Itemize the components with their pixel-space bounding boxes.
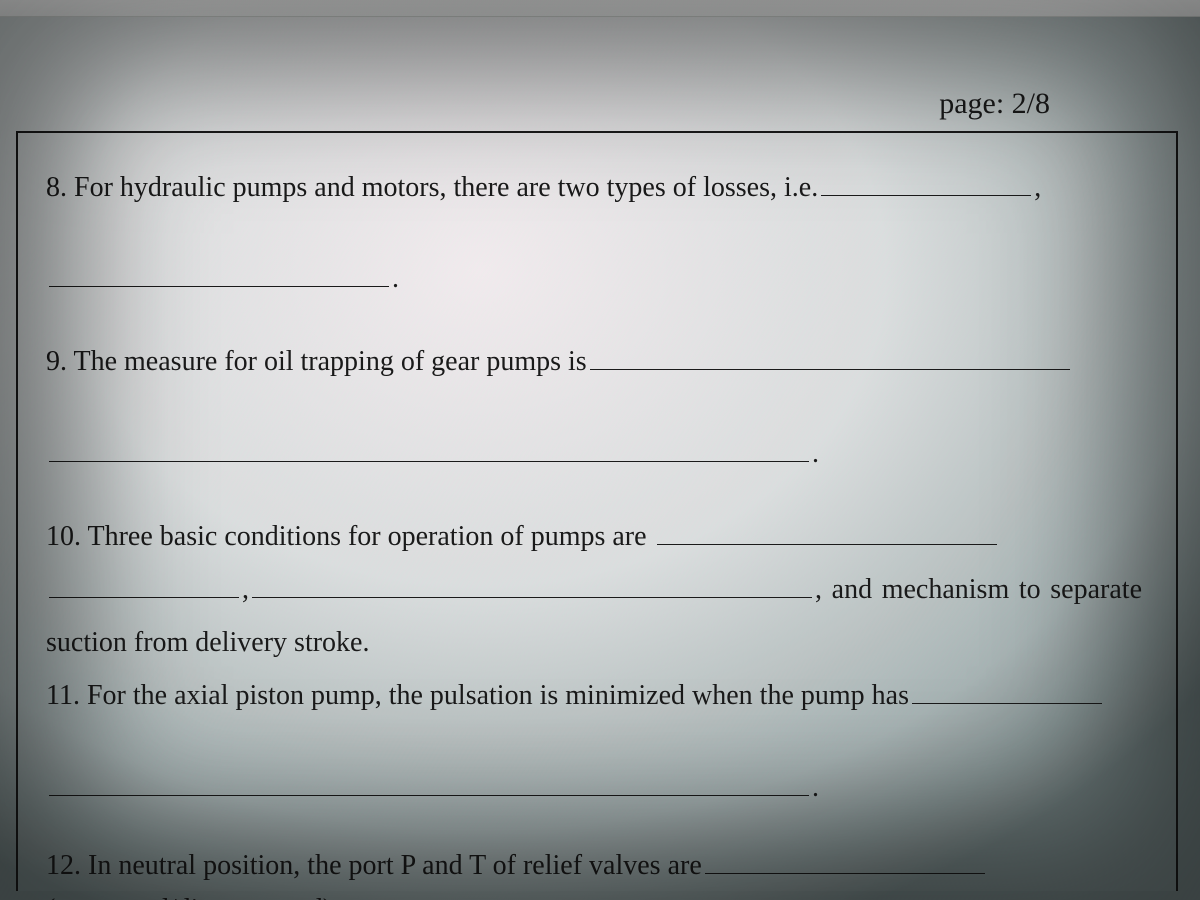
question-12-text-a: In neutral position, the port P and T of… (88, 850, 702, 881)
question-8-text: For hydraulic pumps and motors, there ar… (74, 172, 818, 203)
question-9-text: The measure for oil trapping of gear pum… (74, 346, 587, 377)
worksheet-frame: 8. For hydraulic pumps and motors, there… (16, 131, 1178, 891)
question-10-blank-1[interactable] (657, 522, 997, 545)
question-10-comma-1: , (242, 574, 249, 605)
question-11-line2: . (46, 761, 1142, 814)
question-9: 9. The measure for oil trapping of gear … (46, 335, 1142, 388)
question-9-line2: . (46, 427, 1142, 480)
question-9-number: 9. (46, 346, 67, 377)
question-12-number: 12. (46, 850, 81, 881)
question-10-text-a: Three basic conditions for operation of … (88, 521, 647, 552)
question-11: 11. For the axial piston pump, the pulsa… (46, 669, 1142, 722)
question-8-period: . (392, 263, 399, 294)
question-10-number: 10. (46, 521, 81, 552)
page-indicator: page: 2/8 (0, 17, 1200, 131)
question-8-blank-1[interactable] (821, 173, 1031, 196)
question-8-blank-2[interactable] (49, 264, 389, 287)
question-11-text: For the axial piston pump, the pulsation… (87, 680, 909, 711)
question-8-number: 8. (46, 172, 67, 203)
browser-chrome-strip (0, 0, 1200, 17)
question-9-blank-2[interactable] (49, 439, 809, 462)
question-9-blank-1[interactable] (590, 348, 1070, 371)
question-11-number: 11. (46, 680, 80, 711)
question-10-blank-2[interactable] (49, 575, 239, 598)
question-8: 8. For hydraulic pumps and motors, there… (46, 161, 1142, 214)
question-11-period: . (812, 772, 819, 803)
question-10-comma-2: , (815, 574, 822, 605)
question-12-text-b: (connected/disconnected). (46, 894, 339, 900)
question-8-comma: , (1034, 172, 1041, 203)
question-12: 12. In neutral position, the port P and … (46, 844, 1142, 900)
question-11-blank-1[interactable] (912, 681, 1102, 704)
question-10: 10. Three basic conditions for operation… (46, 510, 1142, 670)
question-8-line2: . (46, 252, 1142, 305)
question-11-blank-2[interactable] (49, 773, 809, 796)
question-10-blank-3[interactable] (252, 575, 812, 598)
question-12-blank[interactable] (705, 851, 985, 874)
question-9-period: . (812, 438, 819, 469)
